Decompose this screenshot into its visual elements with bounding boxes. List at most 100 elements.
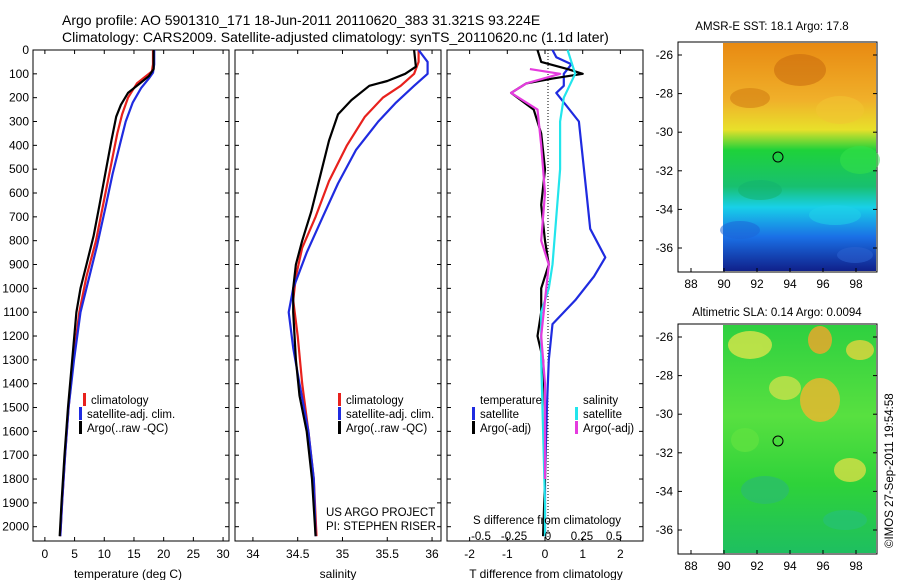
y-tick-label: 300 [9, 115, 29, 129]
legend-swatch-s-argo [575, 421, 578, 434]
difference-x-ticks: -2 -1 0 1 2 [464, 50, 624, 561]
map-y-tick-label: -28 [656, 369, 674, 383]
x-tick-label: 0 [42, 547, 49, 561]
legend-header-temperature: temperature [480, 395, 542, 407]
map-y-tick-label: -36 [656, 241, 674, 255]
map-x-tick-label: 98 [849, 277, 863, 291]
series-line [540, 49, 577, 537]
imos-timestamp: ©IMOS 27-Sep-2011 19:54:58 [884, 393, 896, 548]
legend-label-satellite: satellite-adj. clim. [346, 409, 434, 421]
legend-label-t-argo: Argo(-adj) [480, 423, 531, 435]
project-label: US ARGO PROJECT [326, 507, 435, 519]
map-y-tick-label: -26 [656, 48, 674, 62]
sla-map-panel: Altimetric SLA: 0.14 Argo: 0.0094 -26 -28… [656, 307, 878, 573]
map-y-tick-label: -30 [656, 407, 674, 421]
y-tick-label: 1000 [2, 281, 29, 295]
legend-label-argo: Argo(..raw -QC) [87, 423, 168, 435]
legend-swatch-satellite [79, 407, 82, 420]
map-y-tick-label: -34 [656, 484, 674, 498]
x-tick-label: 5 [71, 547, 78, 561]
x-tick-label: 36 [425, 547, 439, 561]
y-tick-label: 1800 [2, 472, 29, 486]
legend-label-t-satellite: satellite [480, 409, 519, 421]
temperature-series [58, 50, 156, 537]
y-tick-label: 100 [9, 67, 29, 81]
series-line [58, 50, 155, 537]
legend-swatch-climatology [83, 393, 86, 406]
temperature-x-label: temperature (deg C) [74, 567, 182, 580]
y-tick-label: 700 [9, 210, 29, 224]
title-line-1: Argo profile: AO 5901310_171 18-Jun-2011… [62, 12, 540, 28]
legend-swatch-t-satellite [472, 407, 475, 420]
series-line [292, 50, 420, 537]
legend-swatch-argo [338, 421, 341, 434]
y-tick-label: 1100 [3, 305, 29, 319]
s-tick-label: -0.5 [471, 531, 491, 543]
x-tick-label: 34 [246, 547, 260, 561]
difference-series [510, 49, 607, 537]
title-line-2: Climatology: CARS2009. Satellite-adjuste… [62, 29, 609, 45]
series-line [292, 49, 417, 537]
temperature-y-ticks: 0 100 200 300 400 500 600 700 800 900 1000 1100 1200… [2, 43, 229, 534]
y-tick-label: 900 [9, 258, 29, 272]
legend-swatch-s-satellite [575, 407, 578, 420]
s-difference-label: S difference from climatology [473, 515, 621, 527]
x-tick-label: 35.5 [376, 547, 400, 561]
map-y-tick-label: -28 [656, 87, 674, 101]
temperature-axes-frame [32, 49, 230, 542]
salinity-panel: 34 34.5 35 35.5 36 salinity climatology sate… [234, 49, 442, 580]
difference-panel: -2 -1 0 1 2 S difference from climatology -0… [446, 49, 644, 580]
x-tick-label: -1 [502, 547, 513, 561]
pi-label: PI: STEPHEN RISER [326, 521, 436, 533]
temperature-panel: 0 5 10 15 20 25 30 0 100 200 300 400 500 600 700 800 90… [2, 43, 230, 580]
x-tick-label: 30 [216, 547, 230, 561]
x-tick-label: 34.5 [286, 547, 310, 561]
y-tick-label: 1700 [2, 448, 29, 462]
legend-label-climatology: climatology [346, 395, 404, 407]
map-y-tick-label: -32 [656, 164, 674, 178]
series-line [543, 49, 607, 537]
series-line [287, 49, 429, 537]
map-y-tick-label: -34 [656, 202, 674, 216]
y-tick-label: 800 [9, 234, 29, 248]
salinity-axes-frame [234, 49, 442, 542]
temperature-legend: climatology satellite-adj. clim. Argo(..… [79, 393, 175, 435]
sst-argo-marker [772, 151, 784, 163]
sst-x-ticks: 88 90 92 94 96 98 [684, 268, 863, 291]
sst-y-ticks: -26 -28 -30 -32 -34 -36 [656, 48, 877, 255]
x-tick-label: 20 [157, 547, 171, 561]
y-tick-label: 1200 [2, 329, 29, 343]
x-tick-label: 35 [336, 547, 350, 561]
map-x-tick-label: 92 [750, 559, 764, 573]
salinity-legend: climatology satellite-adj. clim. Argo(..… [338, 393, 434, 435]
map-x-tick-label: 88 [684, 277, 698, 291]
s-tick-label: 0.25 [571, 531, 593, 543]
x-tick-label: 25 [187, 547, 201, 561]
y-tick-label: 400 [9, 138, 29, 152]
salinity-y-ticks [235, 49, 441, 528]
legend-label-s-argo: Argo(-adj) [583, 423, 634, 435]
legend-header-salinity: salinity [583, 395, 618, 407]
s-difference-ticks: -0.5 -0.25 0 0.25 0.5 [471, 531, 622, 543]
legend-label-argo: Argo(..raw -QC) [346, 423, 427, 435]
s-tick-label: -0.25 [501, 531, 527, 543]
legend-label-satellite: satellite-adj. clim. [87, 409, 175, 421]
salinity-x-label: salinity [320, 567, 357, 580]
legend-label-climatology: climatology [91, 395, 149, 407]
sst-map-panel: AMSR-E SST: 18.1 Argo: 17.8 -26 -28 -30 -32… [656, 21, 880, 291]
x-tick-label: 15 [127, 547, 141, 561]
map-x-tick-label: 90 [717, 559, 731, 573]
map-y-tick-label: -32 [656, 446, 674, 460]
y-tick-label: 500 [9, 162, 29, 176]
map-y-tick-label: -26 [656, 330, 674, 344]
temperature-x-ticks: 0 5 10 15 20 25 30 [42, 50, 230, 561]
series-line [59, 50, 155, 537]
map-y-tick-label: -30 [656, 125, 674, 139]
legend-swatch-satellite [338, 407, 341, 420]
y-tick-label: 1600 [2, 424, 29, 438]
sla-texture [728, 326, 874, 530]
y-tick-label: 2000 [2, 520, 29, 534]
difference-legend: temperature salinity satellite Argo(-adj… [472, 395, 634, 435]
sst-texture [720, 54, 880, 263]
